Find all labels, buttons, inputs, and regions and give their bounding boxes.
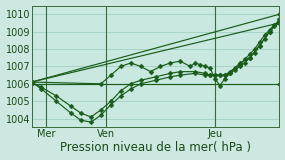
X-axis label: Pression niveau de la mer( hPa ): Pression niveau de la mer( hPa ) [60,141,251,154]
